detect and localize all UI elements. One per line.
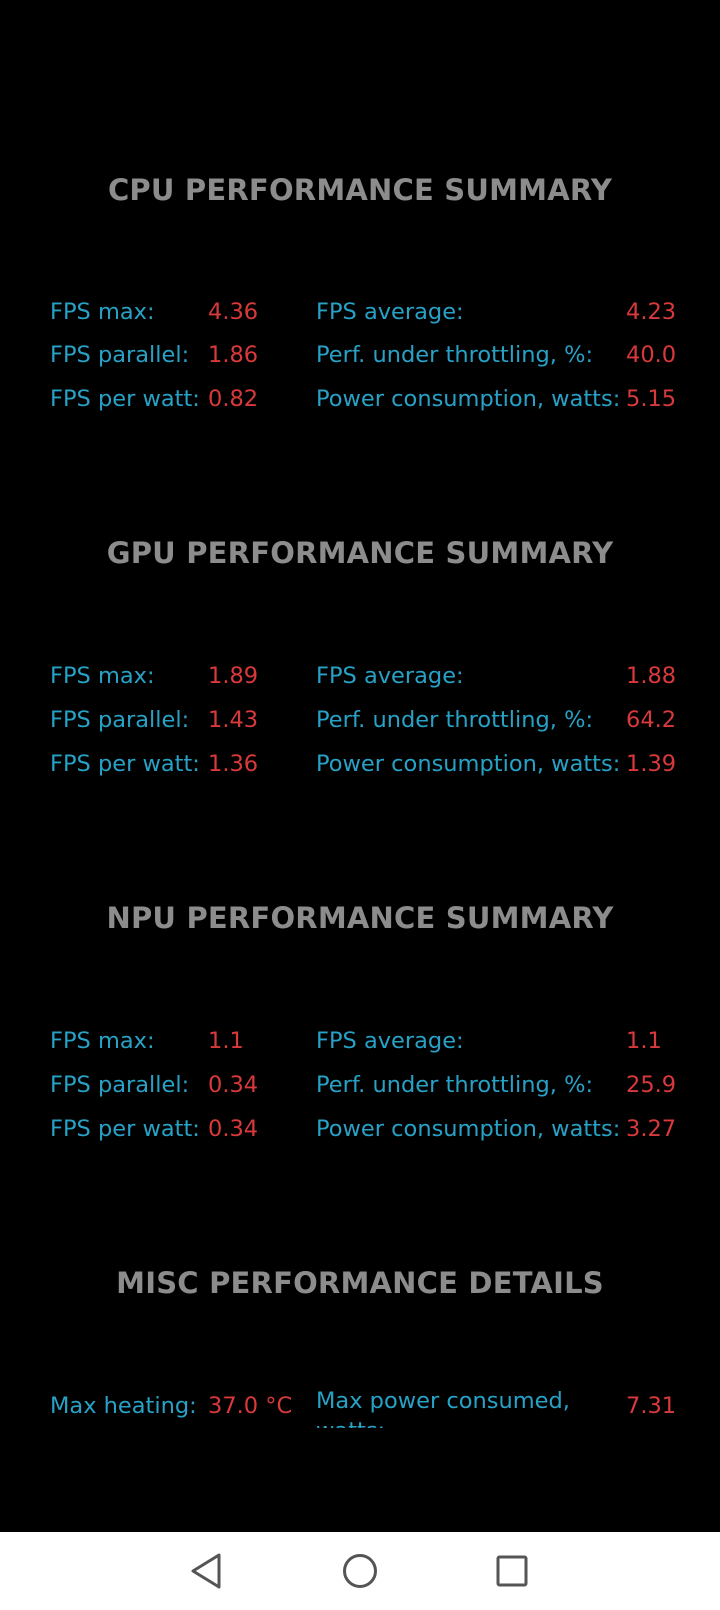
power-consumption-label: Power consumption, watts: xyxy=(316,386,621,412)
fps-average-label: FPS average: xyxy=(316,663,464,689)
perf-throttling-label: Perf. under throttling, %: xyxy=(316,342,594,368)
power-consumption-value: 1.39 xyxy=(626,751,677,777)
fps-per-watt-value: 0.34 xyxy=(208,1116,259,1142)
recents-button[interactable] xyxy=(472,1532,552,1610)
fps-average-label: FPS average: xyxy=(316,1028,464,1054)
fps-per-watt-value: 1.36 xyxy=(208,751,259,777)
perf-throttling-label: Perf. under throttling, %: xyxy=(316,1072,594,1098)
perf-throttling-value: 40.0 xyxy=(626,342,677,368)
fps-average-value: 1.88 xyxy=(626,663,677,689)
fps-average-value: 1.1 xyxy=(626,1028,662,1054)
power-consumption-label: Power consumption, watts: xyxy=(316,751,621,777)
fps-parallel-value: 1.43 xyxy=(208,707,259,733)
perf-throttling-value: 64.2 xyxy=(626,707,677,733)
fps-per-watt-value: 0.82 xyxy=(208,386,259,412)
fps-parallel-value: 0.34 xyxy=(208,1072,259,1098)
fps-per-watt-label: FPS per watt: xyxy=(50,386,200,412)
fps-parallel-value: 1.86 xyxy=(208,342,259,368)
fps-average-value: 4.23 xyxy=(626,299,677,325)
max-power-label-line1: Max power consumed, xyxy=(316,1388,570,1414)
fps-max-label: FPS max: xyxy=(50,663,155,689)
section-title: MISC PERFORMANCE DETAILS xyxy=(116,1266,604,1300)
fps-parallel-label: FPS parallel: xyxy=(50,342,190,368)
max-power-label: Max power consumed, watts: xyxy=(316,1386,616,1428)
fps-per-watt-label: FPS per watt: xyxy=(50,1116,200,1142)
back-triangle-icon xyxy=(191,1553,221,1589)
max-power-label-line2: watts: xyxy=(316,1416,616,1428)
power-consumption-value: 3.27 xyxy=(626,1116,677,1142)
perf-throttling-value: 25.9 xyxy=(626,1072,677,1098)
system-navigation-bar xyxy=(0,1532,720,1610)
perf-throttling-label: Perf. under throttling, %: xyxy=(316,707,594,733)
fps-max-value: 1.1 xyxy=(208,1028,244,1054)
recents-square-icon xyxy=(496,1555,528,1587)
section-title: GPU PERFORMANCE SUMMARY xyxy=(106,536,614,570)
home-circle-icon xyxy=(343,1554,377,1588)
home-button[interactable] xyxy=(320,1532,400,1610)
max-power-value: 7.31 xyxy=(626,1393,677,1419)
fps-max-label: FPS max: xyxy=(50,299,155,325)
section-title: NPU PERFORMANCE SUMMARY xyxy=(106,901,614,935)
max-heating-label: Max heating: xyxy=(50,1393,197,1419)
results-scroll-area[interactable]: CPU PERFORMANCE SUMMARY FPS max: 4.36 FP… xyxy=(0,0,720,1428)
fps-parallel-label: FPS parallel: xyxy=(50,707,190,733)
fps-max-label: FPS max: xyxy=(50,1028,155,1054)
max-heating-value: 37.0 °C xyxy=(208,1393,293,1419)
fps-parallel-label: FPS parallel: xyxy=(50,1072,190,1098)
power-consumption-label: Power consumption, watts: xyxy=(316,1116,621,1142)
fps-per-watt-label: FPS per watt: xyxy=(50,751,200,777)
back-button[interactable] xyxy=(166,1532,246,1610)
fps-average-label: FPS average: xyxy=(316,299,464,325)
fps-max-value: 4.36 xyxy=(208,299,259,325)
fps-max-value: 1.89 xyxy=(208,663,259,689)
section-title: CPU PERFORMANCE SUMMARY xyxy=(107,173,613,207)
power-consumption-value: 5.15 xyxy=(626,386,677,412)
